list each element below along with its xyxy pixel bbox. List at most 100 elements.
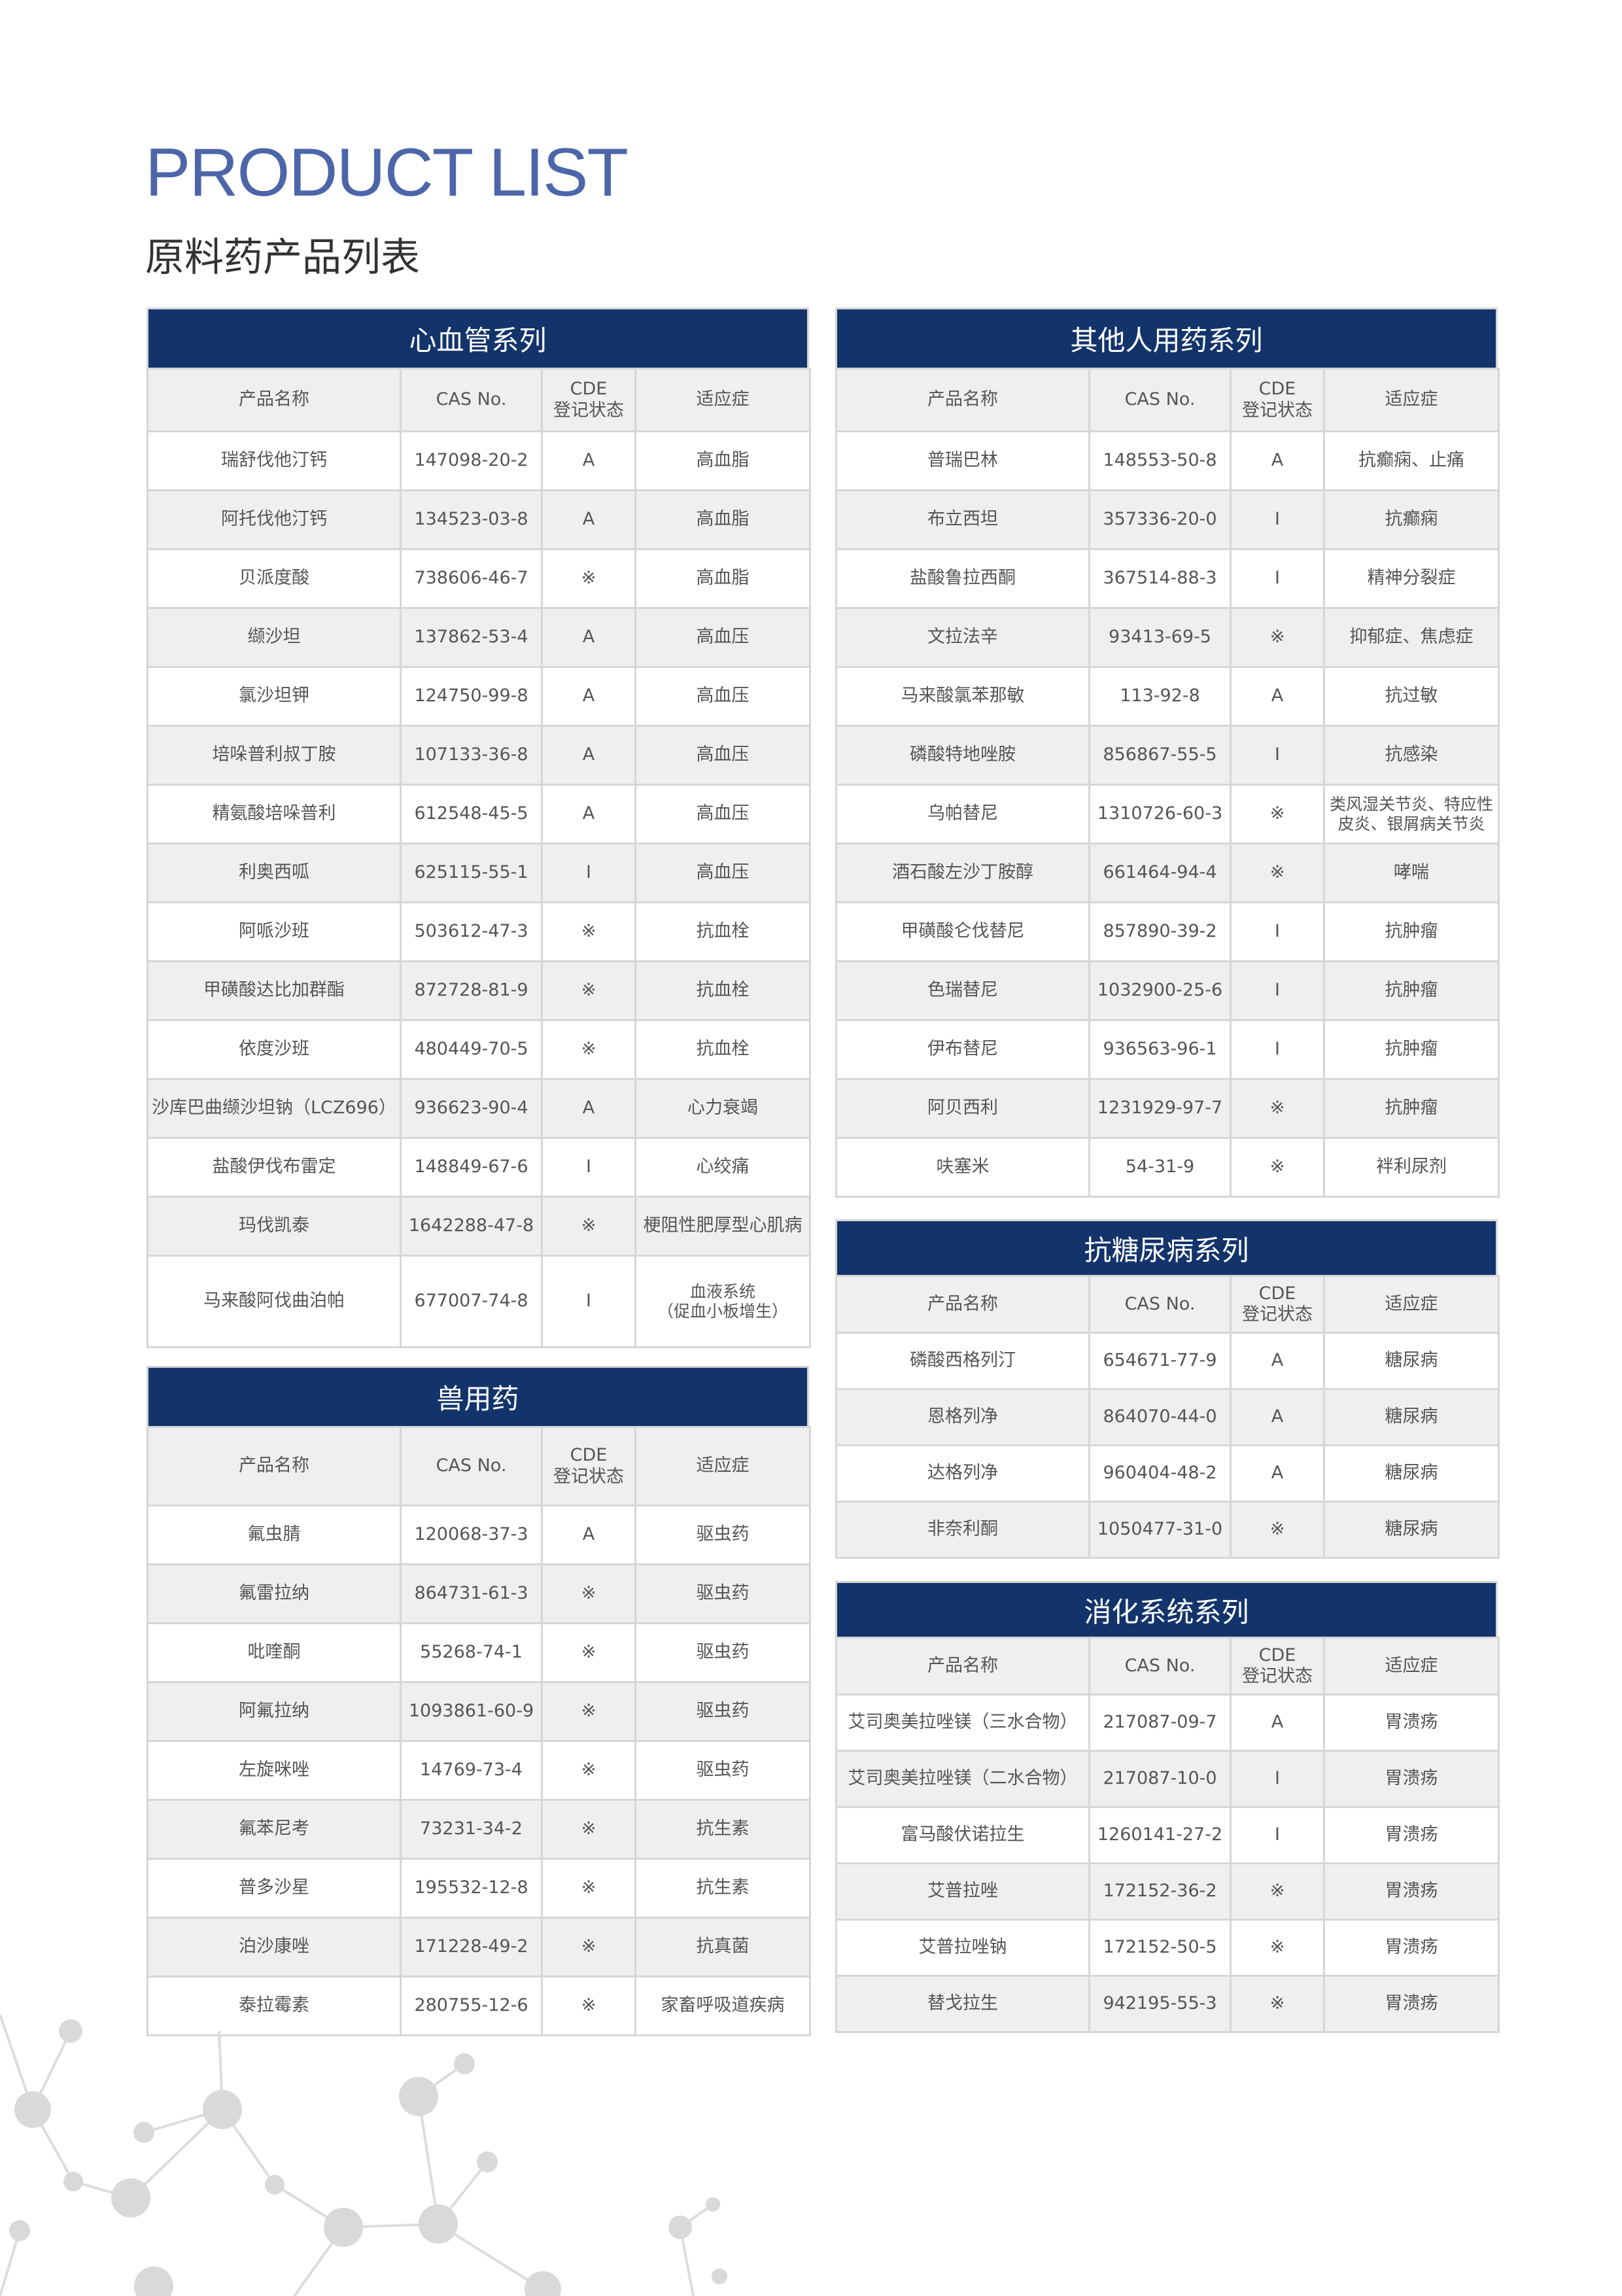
cas-no-cell: 107133-36-8 — [400, 725, 543, 786]
cas-no-cell: 124750-99-8 — [400, 666, 543, 727]
cde-status-cell: ※ — [541, 1019, 636, 1080]
cas-no-cell: 856867-55-5 — [1088, 725, 1232, 786]
cas-no-cell: 503612-47-3 — [400, 901, 543, 962]
cas-no-cell: 14769-73-4 — [400, 1740, 543, 1801]
indication-cell: 心力衰竭 — [634, 1078, 811, 1139]
cas-no-cell: 864731-61-3 — [400, 1563, 543, 1624]
product-name-cell: 阿氟拉纳 — [147, 1681, 402, 1742]
product-name-cell: 氟虫腈 — [147, 1505, 402, 1565]
product-name-cell: 布立西坦 — [835, 489, 1090, 550]
product-name-cell: 马来酸氯苯那敏 — [835, 666, 1090, 727]
indication-cell: 高血压 — [634, 784, 811, 844]
cas-no-cell: 217087-09-7 — [1088, 1694, 1232, 1752]
column-header-product-name: 产品名称 — [835, 1275, 1090, 1334]
product-name-cell: 阿哌沙班 — [147, 901, 402, 962]
indication-cell: 梗阻性肥厚型心肌病 — [634, 1196, 811, 1257]
table-row: 氟雷拉纳 864731-61-3 ※ 驱虫药 — [147, 1563, 811, 1624]
table-row: 布立西坦 357336-20-0 I 抗癫痫 — [835, 489, 1500, 550]
indication-cell: 驱虫药 — [634, 1563, 811, 1624]
table-row: 非奈利酮 1050477-31-0 ※ 糖尿病 — [835, 1501, 1500, 1559]
cas-no-cell: 148849-67-6 — [400, 1137, 543, 1198]
product-name-cell: 甲磺酸仑伐替尼 — [835, 901, 1090, 962]
indication-cell: 血液系统 （促血小板增生） — [634, 1255, 811, 1348]
cde-status-cell: ※ — [541, 1622, 636, 1683]
product-name-cell: 替戈拉生 — [835, 1975, 1090, 2033]
cas-no-cell: 960404-48-2 — [1088, 1444, 1232, 1503]
cas-no-cell: 1260141-27-2 — [1088, 1806, 1232, 1864]
column-header-row: 产品名称 CAS No. CDE 登记状态 适应症 — [835, 1637, 1500, 1696]
table-row: 利奥西呱 625115-55-1 I 高血压 — [147, 843, 811, 903]
page-subtitle: 原料药产品列表 — [145, 235, 420, 281]
product-name-cell: 盐酸鲁拉西酮 — [835, 548, 1090, 609]
table-row: 甲磺酸达比加群酯 872728-81-9 ※ 抗血栓 — [147, 960, 811, 1021]
column-header-cas-no: CAS No. — [1088, 1275, 1232, 1334]
table-row: 达格列净 960404-48-2 A 糖尿病 — [835, 1444, 1500, 1503]
table-row: 阿托伐他汀钙 134523-03-8 A 高血脂 — [147, 489, 811, 550]
product-name-cell: 阿托伐他汀钙 — [147, 489, 402, 550]
indication-cell: 糖尿病 — [1323, 1388, 1500, 1446]
product-name-cell: 色瑞替尼 — [835, 960, 1090, 1021]
column-header-row: 产品名称 CAS No. CDE 登记状态 适应症 — [835, 1275, 1500, 1334]
cde-status-cell: ※ — [1230, 1078, 1325, 1139]
table-row: 色瑞替尼 1032900-25-6 I 抗肿瘤 — [835, 960, 1500, 1021]
cas-no-cell: 1093861-60-9 — [400, 1681, 543, 1742]
product-name-cell: 培哚普利叔丁胺 — [147, 725, 402, 786]
product-name-cell: 阿贝西利 — [835, 1078, 1090, 1139]
indication-cell: 高血脂 — [634, 430, 811, 491]
cde-status-cell: ※ — [541, 1975, 636, 2036]
column-header-product-name: 产品名称 — [835, 368, 1090, 432]
cas-no-cell: 93413-69-5 — [1088, 607, 1232, 668]
table-row: 替戈拉生 942195-55-3 ※ 胃溃疡 — [835, 1975, 1500, 2033]
cde-status-cell: A — [541, 666, 636, 727]
indication-cell: 袢利尿剂 — [1323, 1137, 1500, 1198]
product-name-cell: 沙库巴曲缬沙坦钠（LCZ696） — [147, 1078, 402, 1139]
cas-no-cell: 612548-45-5 — [400, 784, 543, 844]
cde-status-cell: A — [541, 430, 636, 491]
cas-no-cell: 1310726-60-3 — [1088, 784, 1232, 844]
product-name-cell: 富马酸伏诺拉生 — [835, 1806, 1090, 1864]
table-cardiovascular: 心血管系列 产品名称 CAS No. CDE 登记状态 适应症 瑞舒伐他汀钙 147098-… — [147, 307, 811, 1348]
product-name-cell: 酒石酸左沙丁胺醇 — [835, 843, 1090, 903]
indication-cell: 胃溃疡 — [1323, 1806, 1500, 1864]
table-row: 泊沙康唑 171228-49-2 ※ 抗真菌 — [147, 1917, 811, 1977]
indication-cell: 驱虫药 — [634, 1740, 811, 1801]
cde-status-cell: I — [1230, 1806, 1325, 1864]
cde-status-cell: A — [1230, 1388, 1325, 1446]
table-row: 艾司奥美拉唑镁（二水合物） 217087-10-0 I 胃溃疡 — [835, 1750, 1500, 1808]
product-name-cell: 贝派度酸 — [147, 548, 402, 609]
cde-status-cell: A — [541, 784, 636, 844]
cas-no-cell: 134523-03-8 — [400, 489, 543, 550]
table-row: 缬沙坦 137862-53-4 A 高血压 — [147, 607, 811, 668]
indication-cell: 抗过敏 — [1323, 666, 1500, 727]
product-name-cell: 依度沙班 — [147, 1019, 402, 1080]
cde-status-cell: ※ — [541, 1917, 636, 1977]
table-veterinary: 兽用药 产品名称 CAS No. CDE 登记状态 适应症 氟虫腈 120068-37-3 A… — [147, 1366, 811, 2036]
product-name-cell: 氯沙坦钾 — [147, 666, 402, 727]
cde-status-cell: ※ — [1230, 843, 1325, 903]
cde-status-cell: A — [541, 1505, 636, 1565]
cas-no-cell: 654671-77-9 — [1088, 1332, 1232, 1390]
product-name-cell: 瑞舒伐他汀钙 — [147, 430, 402, 491]
table-row: 普多沙星 195532-12-8 ※ 抗生素 — [147, 1858, 811, 1919]
column-header-indication: 适应症 — [1323, 1275, 1500, 1334]
indication-cell: 抗肿瘤 — [1323, 1078, 1500, 1139]
indication-cell: 抗肿瘤 — [1323, 1019, 1500, 1080]
table-row: 呋塞米 54-31-9 ※ 袢利尿剂 — [835, 1137, 1500, 1198]
indication-cell: 精神分裂症 — [1323, 548, 1500, 609]
column-header-cde-status: CDE 登记状态 — [1230, 1275, 1325, 1334]
product-name-cell: 马来酸阿伐曲泊帕 — [147, 1255, 402, 1348]
product-name-cell: 呋塞米 — [835, 1137, 1090, 1198]
table-title: 兽用药 — [147, 1366, 809, 1426]
table-title: 消化系统系列 — [835, 1581, 1498, 1637]
column-header-product-name: 产品名称 — [835, 1637, 1090, 1696]
cde-status-cell: A — [1230, 1332, 1325, 1390]
cas-no-cell: 367514-88-3 — [1088, 548, 1232, 609]
product-name-cell: 磷酸西格列汀 — [835, 1332, 1090, 1390]
indication-cell: 驱虫药 — [634, 1505, 811, 1565]
indication-cell: 驱虫药 — [634, 1622, 811, 1683]
cde-status-cell: ※ — [1230, 1975, 1325, 2033]
cde-status-cell: ※ — [1230, 784, 1325, 844]
cas-no-cell: 1032900-25-6 — [1088, 960, 1232, 1021]
indication-cell: 糖尿病 — [1323, 1501, 1500, 1559]
table-other-human: 其他人用药系列 产品名称 CAS No. CDE 登记状态 适应症 普瑞巴林 148553-… — [835, 307, 1500, 1198]
